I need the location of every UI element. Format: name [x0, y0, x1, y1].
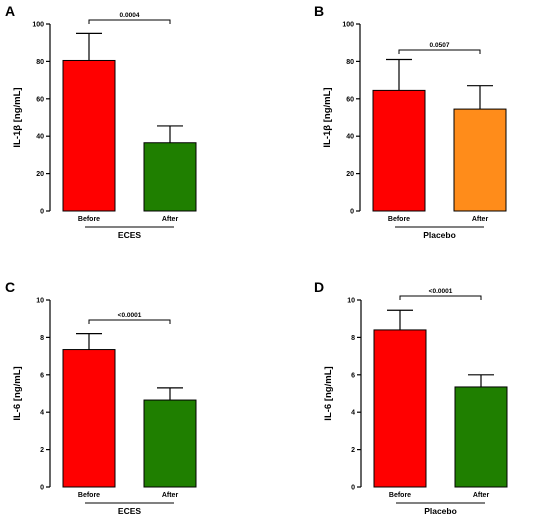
panel-d: D 0 2 4 6 8 10 IL-6 [ng/mL] Before After Placebo <0…: [314, 279, 508, 516]
category-label: Before: [78, 492, 100, 499]
y-tick-label: 80: [36, 59, 44, 66]
y-axis-title: IL-6 [ng/mL]: [323, 366, 334, 420]
bar-before: [62, 59, 116, 212]
y-tick-label: 40: [36, 134, 44, 141]
bar-before: [372, 89, 426, 212]
y-tick-label: 20: [36, 171, 44, 178]
category-label: Before: [389, 492, 411, 499]
significance-bracket: [88, 319, 171, 324]
panel-c: C 0 2 4 6 8 10 IL-6 [ng/mL] Before After ECES <0.00…: [5, 279, 197, 516]
y-tick-label: 60: [346, 96, 354, 103]
significance-bracket: [398, 49, 481, 54]
y-tick-label: 4: [40, 410, 44, 417]
panel-a: A 0 20 40 60 80 100 IL-1β [ng/mL] Before After ECE…: [5, 3, 197, 240]
y-tick-label: 80: [346, 59, 354, 66]
group-label: Placebo: [424, 506, 457, 516]
category-label: After: [162, 216, 179, 223]
group-label: ECES: [118, 230, 141, 240]
category-label: Before: [388, 216, 410, 223]
bar-after: [143, 142, 197, 212]
panel-b: B 0 20 40 60 80 100 IL-1β [ng/mL] Before After Pla…: [314, 3, 507, 240]
category-label: After: [473, 492, 490, 499]
p-value-label: <0.0001: [429, 288, 453, 295]
y-tick-label: 0: [40, 209, 44, 216]
y-tick-label: 10: [36, 298, 44, 305]
y-tick-label: 2: [351, 447, 355, 454]
panel-letter: D: [314, 279, 324, 295]
bar-after: [453, 108, 507, 212]
y-tick-label: 60: [36, 96, 44, 103]
bar-before: [62, 349, 116, 488]
y-tick-label: 4: [351, 410, 355, 417]
y-tick-label: 6: [351, 372, 355, 379]
y-tick-label: 0: [351, 485, 355, 492]
group-label: ECES: [118, 506, 141, 516]
bar-after: [454, 386, 508, 488]
p-value-label: 0.0507: [430, 42, 450, 49]
category-label: Before: [78, 216, 100, 223]
category-label: After: [472, 216, 489, 223]
y-tick-label: 2: [40, 447, 44, 454]
y-tick-label: 0: [350, 209, 354, 216]
y-tick-label: 10: [347, 298, 355, 305]
p-value-label: <0.0001: [118, 312, 142, 319]
bar-after: [143, 399, 197, 488]
y-axis-title: IL-1β [ng/mL]: [322, 87, 333, 147]
panel-letter: A: [5, 3, 15, 19]
y-tick-label: 20: [346, 171, 354, 178]
y-tick-label: 100: [342, 22, 354, 29]
category-label: After: [162, 492, 179, 499]
panel-letter: B: [314, 3, 324, 19]
y-axis-title: IL-6 [ng/mL]: [12, 366, 23, 420]
y-tick-label: 100: [32, 22, 44, 29]
significance-bracket: [88, 19, 171, 24]
y-tick-label: 0: [40, 485, 44, 492]
y-tick-label: 6: [40, 372, 44, 379]
y-tick-label: 8: [40, 335, 44, 342]
p-value-label: 0.0004: [120, 12, 140, 19]
group-label: Placebo: [423, 230, 456, 240]
bar-before: [373, 329, 427, 488]
y-tick-label: 40: [346, 134, 354, 141]
panel-letter: C: [5, 279, 15, 295]
y-tick-label: 8: [351, 335, 355, 342]
y-axis-title: IL-1β [ng/mL]: [12, 87, 23, 147]
significance-bracket: [399, 295, 482, 300]
